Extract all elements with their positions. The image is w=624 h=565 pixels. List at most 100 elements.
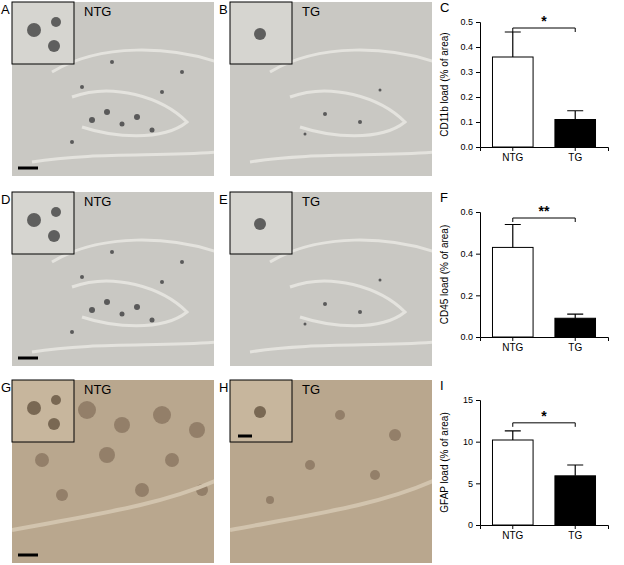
y-tick-label: 15 bbox=[463, 395, 473, 405]
astrocyte-cluster bbox=[266, 496, 274, 504]
plaque-stain bbox=[150, 128, 155, 133]
x-tick-label: TG bbox=[568, 342, 582, 353]
astrocyte-cluster bbox=[99, 447, 115, 463]
micrograph-panel bbox=[230, 192, 435, 366]
inset bbox=[230, 2, 292, 64]
tissue-layer bbox=[270, 50, 432, 72]
y-tick-mark bbox=[476, 97, 480, 98]
plaque-stain bbox=[180, 260, 184, 264]
x-tick: TG bbox=[568, 337, 582, 353]
panel-letter: F bbox=[440, 190, 448, 205]
y-axis: 0.00.20.40.6 bbox=[460, 207, 480, 342]
astrocyte-cluster bbox=[305, 460, 315, 470]
micrograph-background bbox=[230, 192, 432, 366]
y-tick-label: 0.5 bbox=[460, 17, 473, 27]
bar-chart: 051015NTGTGGFAP load (% of area)I* bbox=[439, 378, 609, 541]
micrograph-background bbox=[230, 2, 432, 176]
micrograph-panel bbox=[12, 380, 217, 563]
plaque-stain bbox=[150, 318, 155, 323]
astrocyte-cluster bbox=[165, 453, 179, 467]
bar-chart: 0.00.10.20.30.40.5NTGTGCD11b load (% of … bbox=[439, 0, 609, 163]
x-tick-mark bbox=[512, 147, 513, 151]
panel-letter: D bbox=[1, 192, 10, 207]
y-tick: 0.4 bbox=[460, 42, 480, 52]
micrograph-background bbox=[12, 2, 214, 176]
scale-bar bbox=[18, 554, 38, 557]
tissue-layer bbox=[52, 240, 214, 262]
tissue-layer bbox=[32, 152, 214, 162]
x-tick-mark bbox=[512, 337, 513, 341]
y-tick-mark bbox=[476, 22, 480, 23]
x-tick-mark bbox=[575, 147, 576, 151]
y-tick: 0 bbox=[468, 520, 480, 530]
micrograph-panel bbox=[230, 2, 435, 176]
plaque-stain bbox=[80, 85, 84, 89]
y-tick-mark bbox=[476, 147, 480, 148]
y-tick: 0.1 bbox=[460, 117, 480, 127]
tissue-layer bbox=[290, 91, 405, 136]
y-axis-line bbox=[476, 213, 481, 338]
astrocyte-cluster bbox=[114, 417, 130, 433]
y-tick-mark bbox=[476, 72, 480, 73]
micrograph-panel bbox=[230, 380, 435, 563]
y-tick: 0.5 bbox=[460, 17, 480, 27]
error-bar bbox=[567, 314, 583, 318]
y-tick-mark bbox=[476, 525, 480, 526]
panel-letter: G bbox=[1, 380, 11, 395]
inset-stain bbox=[48, 230, 60, 242]
astrocyte-cluster bbox=[135, 483, 149, 497]
inset-stain bbox=[27, 401, 41, 415]
y-tick: 0.0 bbox=[460, 332, 480, 342]
x-tick: NTG bbox=[502, 147, 523, 163]
x-axis-line bbox=[481, 526, 609, 530]
inset bbox=[12, 380, 74, 442]
x-tick-label: NTG bbox=[502, 342, 523, 353]
y-tick-label: 10 bbox=[463, 437, 473, 447]
y-tick-mark bbox=[476, 47, 480, 48]
significance-marker: * bbox=[541, 13, 547, 29]
plaque-stain bbox=[358, 120, 362, 124]
plaque-stain bbox=[180, 70, 184, 74]
astrocyte-cluster bbox=[389, 429, 401, 441]
significance-marker: ** bbox=[539, 203, 550, 219]
y-axis: 0 5 10 15 bbox=[463, 395, 481, 530]
astrocyte-cluster bbox=[189, 422, 205, 438]
tissue-layer bbox=[250, 152, 432, 162]
bar bbox=[555, 476, 596, 525]
inset-stain bbox=[254, 406, 266, 418]
error-bar bbox=[505, 225, 521, 248]
inset-stain bbox=[51, 395, 61, 405]
panel-label: NTG bbox=[84, 194, 111, 209]
astrocyte-cluster bbox=[78, 401, 96, 419]
tissue-layer bbox=[230, 480, 432, 530]
bar-chart: 0.00.20.40.6NTGTGCD45 load (% of area)F*… bbox=[439, 190, 609, 353]
y-tick-label: 5 bbox=[468, 479, 473, 489]
x-tick-label: NTG bbox=[502, 152, 523, 163]
plaque-stain bbox=[70, 140, 74, 144]
plaque-stain bbox=[134, 304, 140, 310]
tissue-layer bbox=[52, 50, 214, 72]
panel-label: NTG bbox=[84, 382, 111, 397]
y-tick-mark bbox=[476, 122, 480, 123]
plaque-stain bbox=[70, 330, 74, 334]
bar bbox=[492, 57, 533, 147]
x-axis: NTGTG bbox=[481, 525, 609, 541]
x-tick-label: TG bbox=[568, 530, 582, 541]
y-tick-mark bbox=[476, 400, 480, 401]
error-bar bbox=[505, 32, 521, 57]
panel-letter: B bbox=[219, 2, 228, 17]
plaque-stain bbox=[134, 114, 140, 120]
micrograph-background bbox=[12, 380, 214, 563]
y-tick-label: 0.2 bbox=[460, 291, 473, 301]
panel-label: TG bbox=[302, 382, 320, 397]
panel-label: NTG bbox=[84, 4, 111, 19]
plaque-stain bbox=[110, 250, 114, 254]
x-tick-mark bbox=[512, 525, 513, 529]
y-tick-mark bbox=[476, 442, 480, 443]
panel-letter: E bbox=[219, 192, 228, 207]
inset-stain bbox=[27, 213, 41, 227]
tissue-layer bbox=[290, 281, 405, 326]
inset bbox=[12, 192, 74, 254]
y-tick: 0.4 bbox=[460, 249, 480, 259]
y-tick: 5 bbox=[468, 479, 480, 489]
